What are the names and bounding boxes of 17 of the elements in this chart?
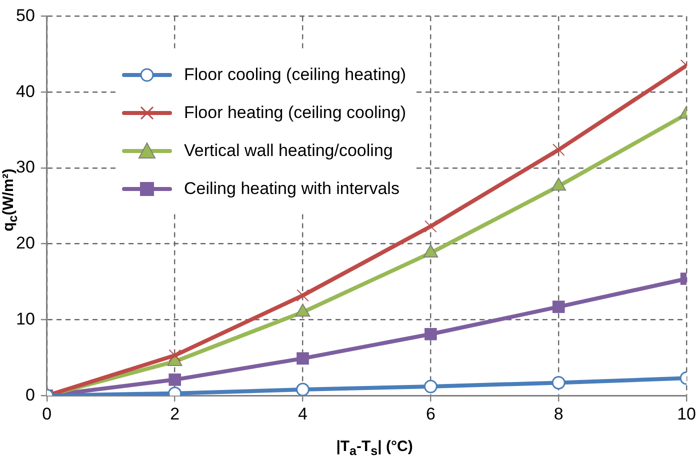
legend-label: Vertical wall heating/cooling — [184, 141, 393, 161]
y-tick-label: 0 — [25, 385, 35, 404]
y-tick-label: 40 — [16, 82, 35, 101]
x-tick-label: 6 — [426, 404, 436, 424]
x-tick-label: 4 — [298, 404, 308, 424]
x-axis-title: |T$_{a}$-T$_{s}$| (°C) — [335, 438, 414, 458]
y-tick-label: 50 — [16, 6, 35, 25]
y-tick-label: 10 — [16, 309, 35, 328]
x-tick-label: 0 — [42, 404, 52, 424]
legend-label: Ceiling heating with intervals — [184, 179, 400, 199]
x-tick-label: 2 — [170, 404, 180, 424]
y-tick-label: 30 — [16, 158, 35, 177]
x-tick-label: 8 — [554, 404, 564, 424]
legend-label: Floor cooling (ceiling heating) — [184, 65, 406, 85]
x-tick-label: 10 — [677, 404, 696, 424]
y-tick-label: 20 — [16, 234, 35, 253]
legend-label: Floor heating (ceiling cooling) — [184, 103, 406, 123]
